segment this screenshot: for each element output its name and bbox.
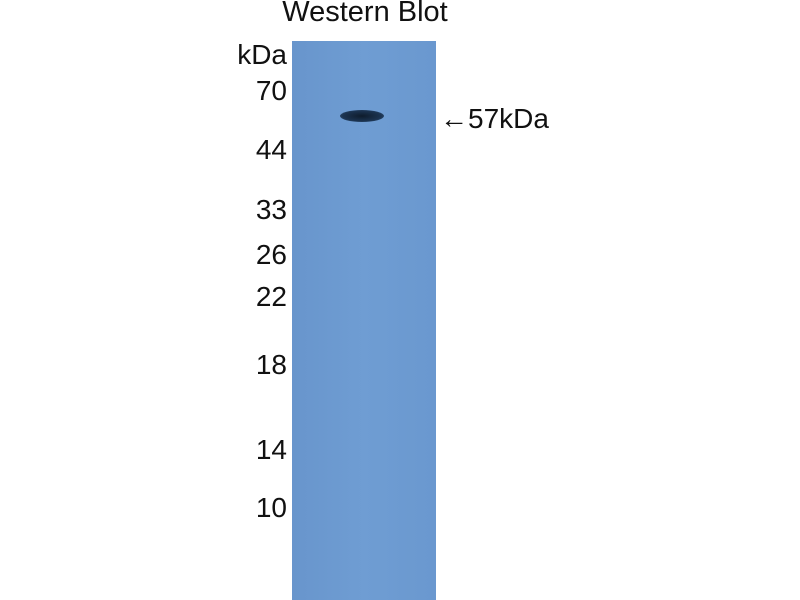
marker-26: 26: [255, 239, 287, 270]
marker-10: 10: [255, 492, 287, 523]
band-annotation: ←57kDa: [440, 103, 549, 134]
marker-44: 44: [255, 134, 287, 165]
figure-title: Western Blot: [282, 0, 448, 28]
marker-33: 33: [255, 194, 287, 225]
unit-label: kDa: [237, 39, 287, 70]
marker-14: 14: [255, 434, 287, 465]
blot-membrane: [292, 41, 436, 600]
protein-band: [340, 110, 384, 122]
marker-18: 18: [255, 349, 287, 380]
marker-70: 70: [255, 75, 287, 106]
marker-22: 22: [255, 281, 287, 312]
